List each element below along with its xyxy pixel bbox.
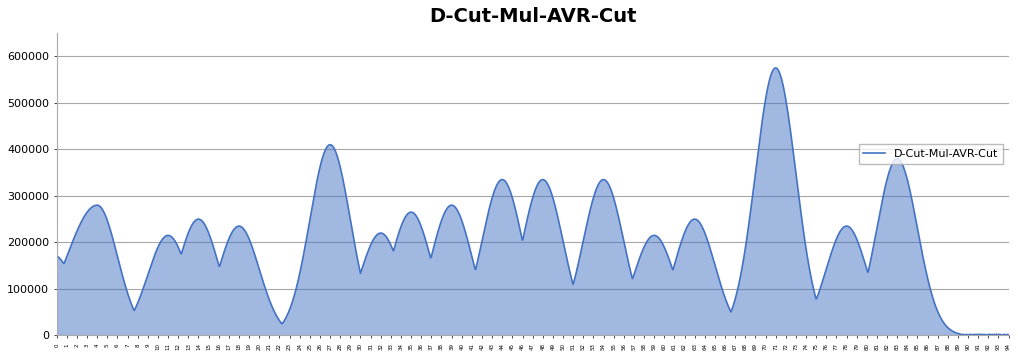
D-Cut-Mul-AVR-Cut (97, 207, 109, 211)
D-Cut-Mul-AVR-Cut (272, 316, 284, 320)
D-Cut-Mul-AVR-Cut (977, 333, 989, 337)
D-Cut-Mul-AVR-Cut (186, 223, 199, 227)
Legend: D-Cut-Mul-AVR-Cut: D-Cut-Mul-AVR-Cut (858, 144, 1003, 164)
D-Cut-Mul-AVR-Cut (770, 66, 782, 70)
Title: D-Cut-Mul-AVR-Cut: D-Cut-Mul-AVR-Cut (429, 7, 636, 26)
D-Cut-Mul-AVR-Cut (746, 199, 758, 203)
D-Cut-Mul-AVR-Cut (1003, 333, 1015, 337)
D-Cut-Mul-AVR-Cut (51, 253, 63, 258)
D-Cut-Mul-AVR-Cut (428, 243, 440, 248)
Line: D-Cut-Mul-AVR-Cut: D-Cut-Mul-AVR-Cut (57, 68, 1009, 335)
D-Cut-Mul-AVR-Cut (265, 301, 277, 306)
